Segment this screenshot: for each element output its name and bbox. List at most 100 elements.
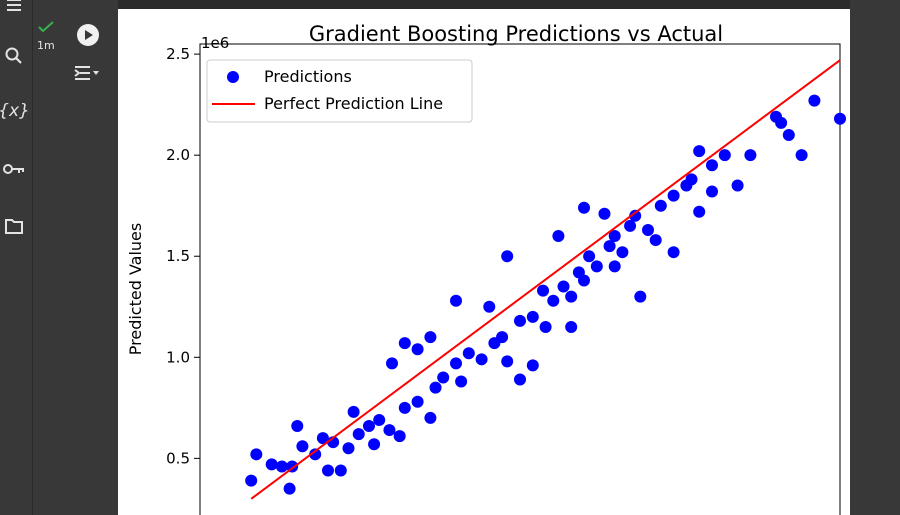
scatter-point xyxy=(706,185,718,198)
variables-icon[interactable]: {x} xyxy=(0,101,30,121)
scatter-point xyxy=(598,207,611,220)
scatter-point xyxy=(275,460,288,473)
scatter-point xyxy=(583,250,596,263)
scatter-point xyxy=(398,337,411,350)
scatter-point xyxy=(483,300,496,313)
scatter-point xyxy=(362,420,375,433)
scatter-point xyxy=(352,428,365,441)
scatter-point xyxy=(624,219,637,232)
scatter-point xyxy=(552,230,565,243)
search-icon[interactable] xyxy=(0,42,28,70)
scatter-point xyxy=(539,320,552,333)
scatter-point xyxy=(475,353,488,366)
y-tick-label: 2.0 xyxy=(166,146,190,164)
scatter-point xyxy=(296,440,309,453)
scatter-point xyxy=(557,280,570,293)
scatter-point xyxy=(718,149,731,162)
scatter-point xyxy=(649,234,662,247)
scatter-point xyxy=(565,290,578,303)
scatter-point xyxy=(316,432,329,445)
scatter-point xyxy=(693,205,706,218)
folder-icon[interactable] xyxy=(0,212,28,240)
legend: Predictions Perfect Prediction Line xyxy=(206,59,473,123)
scatter-point xyxy=(634,290,647,303)
scatter-point xyxy=(693,145,706,158)
scatter-point xyxy=(603,240,616,253)
perfect-prediction-line xyxy=(250,59,841,500)
scatter-point xyxy=(322,464,334,477)
scatter-point xyxy=(578,201,590,214)
legend-box xyxy=(206,59,473,123)
y-axis-label: Predicted Values xyxy=(126,223,145,355)
scatter-point xyxy=(309,448,322,461)
cell-run-time: 1m xyxy=(37,39,55,52)
scatter-point xyxy=(547,294,560,307)
scatter-point xyxy=(667,189,680,202)
y-offset-label: 1e6 xyxy=(201,34,229,52)
scatter-point xyxy=(368,438,381,451)
left-sidebar: {x} xyxy=(0,0,32,515)
scatter-chart: Gradient Boosting Predictions vs Actual … xyxy=(126,22,846,515)
scatter-point xyxy=(393,430,406,443)
scatter-point xyxy=(590,260,603,273)
scatter-point xyxy=(578,274,590,287)
key-icon[interactable] xyxy=(0,155,28,183)
scatter-point xyxy=(283,482,296,495)
scatter-point xyxy=(411,395,424,408)
scatter-point xyxy=(437,371,450,384)
scatter-point xyxy=(565,320,578,333)
scatter-point xyxy=(347,405,360,418)
scatter-point xyxy=(526,359,539,372)
scatter-point xyxy=(411,343,424,356)
scatter-point xyxy=(245,474,258,487)
scatter-point xyxy=(398,401,411,414)
scatter-point xyxy=(616,246,629,259)
y-tick-label: 2.5 xyxy=(166,45,190,63)
scatter-point xyxy=(642,223,654,236)
scatter-point xyxy=(782,128,795,141)
scatter-point xyxy=(265,458,278,471)
menu-icon[interactable] xyxy=(0,0,28,19)
chart-title: Gradient Boosting Predictions vs Actual xyxy=(309,22,723,46)
scatter-point xyxy=(429,381,442,394)
scatter-point xyxy=(342,442,355,455)
y-axis-ticks: 0.5 1.0 1.5 2.0 2.5 xyxy=(166,45,200,467)
scatter-point xyxy=(496,331,509,344)
scatter-point xyxy=(706,159,718,172)
scatter-point xyxy=(501,355,514,368)
scatter-point xyxy=(795,149,808,162)
scatter-point xyxy=(834,112,846,125)
scatter-point xyxy=(462,347,475,360)
scatter-point xyxy=(808,94,821,107)
scatter-point xyxy=(744,149,757,162)
legend-predictions-marker xyxy=(227,71,239,83)
scatter-point xyxy=(291,420,304,433)
scatter-point xyxy=(775,116,788,129)
scatter-point xyxy=(667,246,680,259)
scatter-point xyxy=(685,173,698,186)
scatter-point xyxy=(526,310,539,323)
run-cell-button[interactable] xyxy=(75,22,101,48)
scatter-point xyxy=(386,357,398,370)
legend-line-label: Perfect Prediction Line xyxy=(264,94,443,113)
cell-gutter: 1m xyxy=(33,0,60,515)
scatter-point xyxy=(537,284,550,297)
scatter-point xyxy=(334,464,347,477)
right-panel xyxy=(850,0,900,515)
scatter-point xyxy=(455,375,468,388)
y-tick-label: 1.0 xyxy=(166,348,190,366)
scatter-point xyxy=(424,411,437,424)
scatter-point xyxy=(250,448,263,461)
output-options-icon[interactable] xyxy=(72,62,102,84)
scatter-point xyxy=(629,209,642,222)
y-tick-label: 1.5 xyxy=(166,247,190,265)
cell-output: Gradient Boosting Predictions vs Actual … xyxy=(118,9,850,515)
scatter-point xyxy=(501,250,514,263)
success-check-icon xyxy=(38,21,54,33)
scatter-point xyxy=(608,260,621,273)
scatter-point xyxy=(424,331,437,344)
chart-marks xyxy=(245,59,846,500)
scatter-point xyxy=(373,413,386,426)
y-tick-label: 0.5 xyxy=(166,449,190,467)
scatter-point xyxy=(450,294,462,307)
